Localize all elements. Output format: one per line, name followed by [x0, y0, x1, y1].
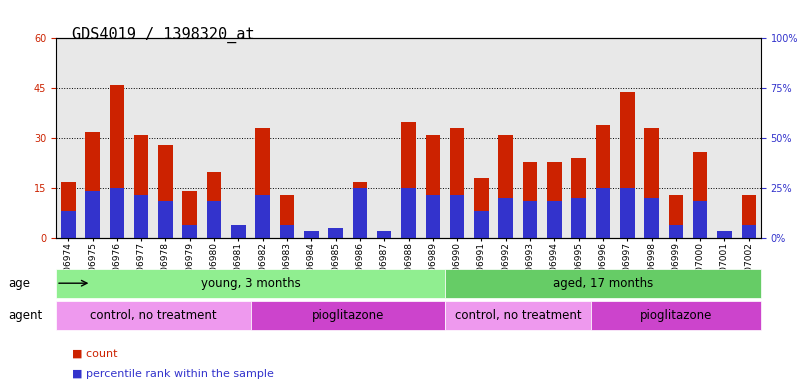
- Bar: [596, 125, 610, 238]
- Bar: [183, 192, 197, 238]
- Text: GDS4019 / 1398320_at: GDS4019 / 1398320_at: [72, 27, 255, 43]
- Text: control, no treatment: control, no treatment: [90, 310, 216, 322]
- Bar: [304, 232, 319, 238]
- Bar: [280, 195, 294, 238]
- Bar: [620, 92, 634, 238]
- Text: pioglitazone: pioglitazone: [640, 310, 712, 322]
- Bar: [425, 195, 440, 238]
- Bar: [717, 232, 732, 238]
- FancyBboxPatch shape: [445, 269, 761, 298]
- Bar: [742, 195, 756, 238]
- FancyBboxPatch shape: [56, 269, 445, 298]
- Bar: [474, 212, 489, 238]
- Bar: [571, 198, 586, 238]
- Bar: [231, 225, 246, 238]
- Bar: [207, 172, 221, 238]
- Text: pioglitazone: pioglitazone: [312, 310, 384, 322]
- Bar: [644, 198, 659, 238]
- Bar: [669, 225, 683, 238]
- Bar: [110, 85, 124, 238]
- Bar: [256, 195, 270, 238]
- Text: ■ count: ■ count: [72, 348, 118, 358]
- Bar: [717, 235, 732, 238]
- Bar: [644, 128, 659, 238]
- Bar: [134, 135, 148, 238]
- Bar: [450, 128, 465, 238]
- Text: agent: agent: [8, 310, 42, 322]
- Bar: [547, 162, 562, 238]
- Bar: [183, 225, 197, 238]
- Bar: [377, 232, 392, 238]
- Text: control, no treatment: control, no treatment: [455, 310, 582, 322]
- Text: aged, 17 months: aged, 17 months: [553, 277, 653, 290]
- Bar: [669, 195, 683, 238]
- FancyBboxPatch shape: [251, 301, 445, 330]
- Bar: [110, 188, 124, 238]
- Bar: [450, 195, 465, 238]
- Bar: [328, 228, 343, 238]
- Bar: [498, 198, 513, 238]
- Bar: [693, 152, 707, 238]
- Bar: [596, 188, 610, 238]
- Bar: [620, 188, 634, 238]
- Bar: [425, 135, 440, 238]
- Text: young, 3 months: young, 3 months: [200, 277, 300, 290]
- Bar: [280, 225, 294, 238]
- FancyBboxPatch shape: [56, 301, 251, 330]
- Bar: [158, 202, 173, 238]
- Bar: [352, 188, 367, 238]
- Bar: [401, 122, 416, 238]
- Bar: [61, 212, 75, 238]
- Bar: [207, 202, 221, 238]
- Bar: [547, 202, 562, 238]
- Bar: [474, 178, 489, 238]
- Bar: [256, 128, 270, 238]
- Bar: [328, 232, 343, 238]
- Bar: [377, 232, 392, 238]
- Text: age: age: [8, 277, 30, 290]
- Bar: [401, 188, 416, 238]
- Bar: [693, 202, 707, 238]
- Text: ■ percentile rank within the sample: ■ percentile rank within the sample: [72, 369, 274, 379]
- Bar: [523, 162, 537, 238]
- FancyBboxPatch shape: [591, 301, 761, 330]
- Bar: [523, 202, 537, 238]
- FancyBboxPatch shape: [445, 301, 591, 330]
- Bar: [85, 192, 100, 238]
- Bar: [134, 195, 148, 238]
- Bar: [571, 158, 586, 238]
- Bar: [352, 182, 367, 238]
- Bar: [158, 145, 173, 238]
- Bar: [231, 228, 246, 238]
- Bar: [742, 225, 756, 238]
- Bar: [304, 232, 319, 238]
- Bar: [61, 182, 75, 238]
- Bar: [498, 135, 513, 238]
- Bar: [85, 132, 100, 238]
